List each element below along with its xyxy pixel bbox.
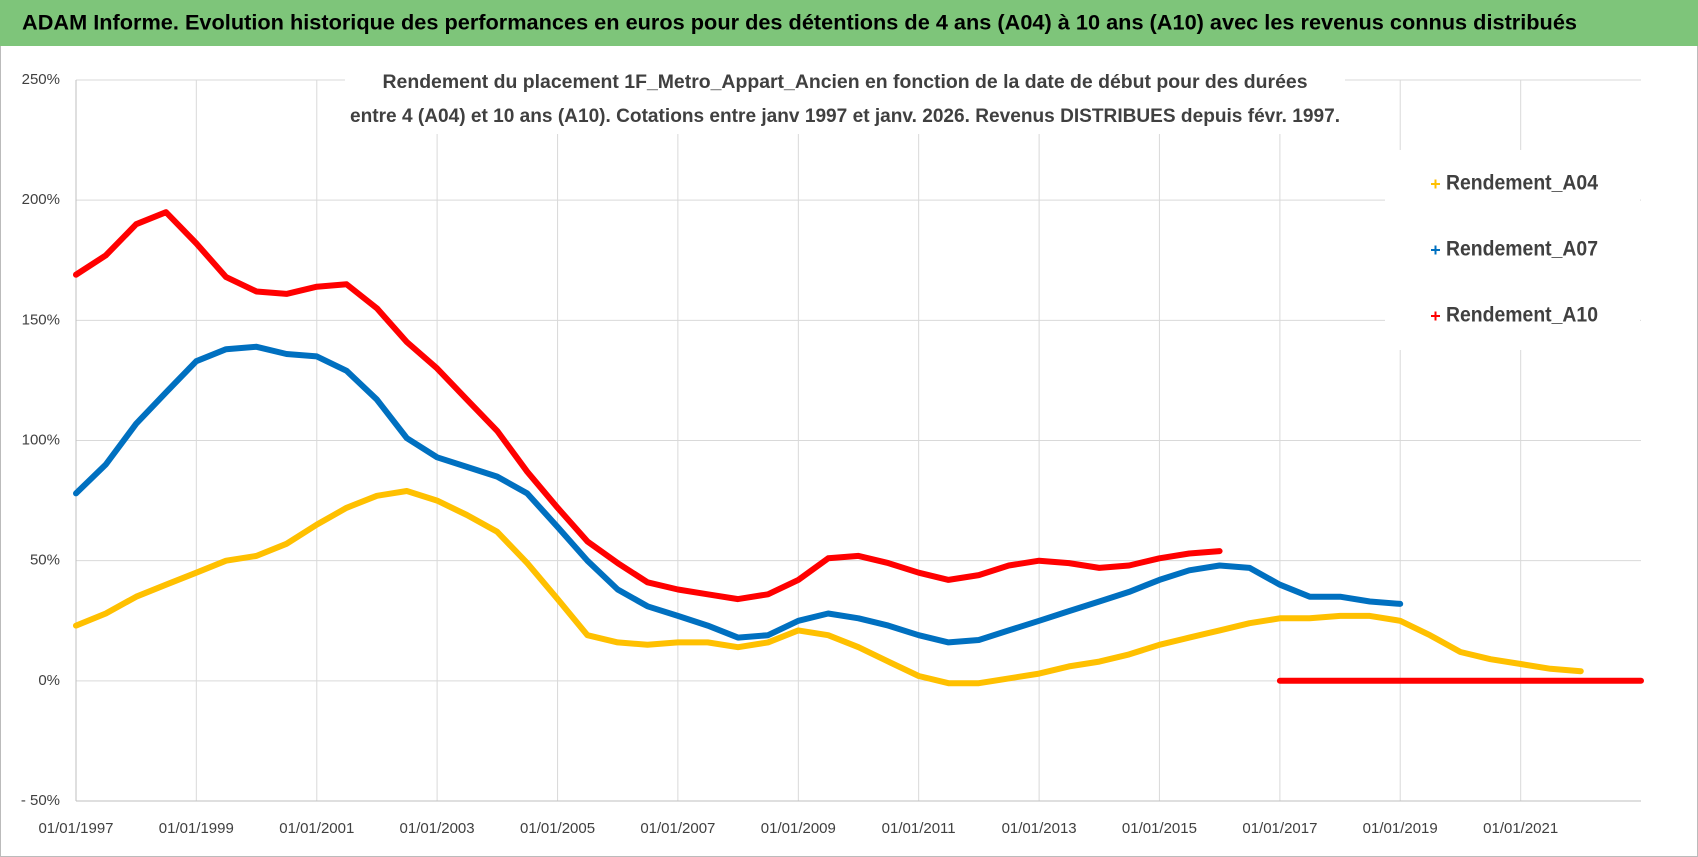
legend-label: Rendement_A04	[1446, 172, 1598, 195]
legend-marker	[1431, 245, 1440, 255]
chart-title: ADAM Informe. Evolution historique des p…	[22, 12, 1577, 35]
data-line	[73, 488, 1584, 687]
x-tick-label: 01/01/2019	[1363, 820, 1438, 837]
legend-marker	[1431, 311, 1440, 321]
data-line	[73, 209, 1644, 684]
legend-label: Rendement_A10	[1446, 304, 1598, 327]
x-tick-label: 01/01/2007	[640, 820, 715, 837]
legend-label: Rendement_A07	[1446, 238, 1598, 261]
legend-box	[1385, 150, 1640, 350]
x-tick-label: 01/01/1997	[38, 820, 113, 837]
x-tick-label: 01/01/2021	[1483, 820, 1558, 837]
x-tick-label: 01/01/2011	[882, 820, 956, 837]
title-banner	[0, 0, 1698, 46]
data-line	[73, 343, 1404, 646]
chart-subtitle: Rendement du placement 1F_Metro_Appart_A…	[383, 72, 1308, 93]
x-tick-label: 01/01/2017	[1242, 820, 1317, 837]
x-tick-label: 01/01/2001	[279, 820, 354, 837]
y-tick-label: 50%	[30, 552, 60, 569]
x-tick-label: 01/01/2003	[400, 820, 475, 837]
legend-marker	[1431, 179, 1440, 189]
y-tick-label: 150%	[22, 311, 60, 328]
x-tick-label: 01/01/2005	[520, 820, 595, 837]
x-tick-label: 01/01/2015	[1122, 820, 1197, 837]
x-tick-label: 01/01/2009	[761, 820, 836, 837]
y-tick-label: 0%	[38, 672, 60, 689]
x-tick-label: 01/01/1999	[159, 820, 234, 837]
y-tick-label: 200%	[22, 191, 60, 208]
x-tick-label: 01/01/2013	[1002, 820, 1077, 837]
chart-subtitle: entre 4 (A04) et 10 ans (A10). Cotations…	[350, 106, 1340, 127]
y-tick-label: 250%	[22, 71, 60, 88]
subtitle-box	[345, 64, 1345, 134]
y-tick-label: - 50%	[21, 792, 60, 809]
y-tick-label: 100%	[22, 431, 60, 448]
